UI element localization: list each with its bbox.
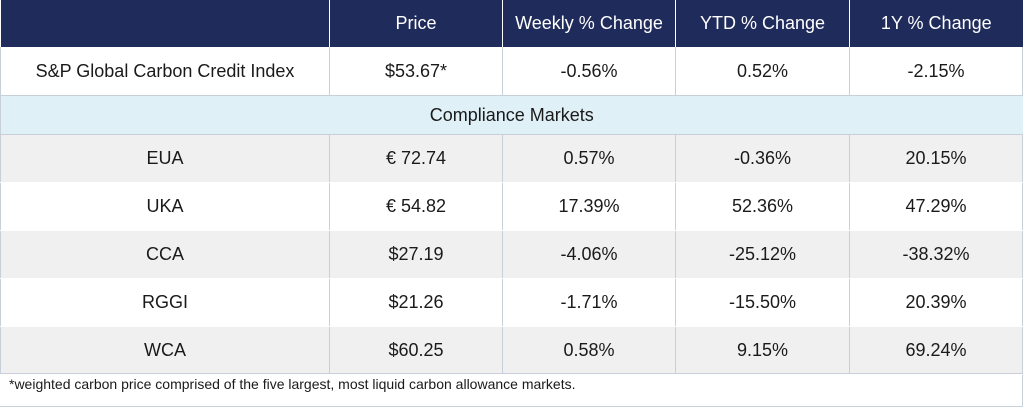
- market-price-cell: $21.26: [329, 278, 503, 327]
- index-price-cell: $53.67*: [329, 47, 503, 96]
- footnote-divider: [0, 373, 1023, 374]
- header-blank-cell: [0, 0, 330, 47]
- footnote: *weighted carbon price comprised of the …: [9, 376, 576, 392]
- market-1y-cell: 47.29%: [849, 182, 1023, 231]
- index-ytd-cell: 0.52%: [675, 47, 850, 96]
- market-1y-cell: 20.39%: [849, 278, 1023, 327]
- market-price-cell: $27.19: [329, 230, 503, 279]
- market-name-cell: CCA: [0, 230, 330, 279]
- header-1y-change: 1Y % Change: [849, 0, 1023, 47]
- market-name-cell: WCA: [0, 326, 330, 375]
- index-weekly-cell: -0.56%: [502, 47, 676, 96]
- market-price-cell: $60.25: [329, 326, 503, 375]
- market-ytd-cell: -15.50%: [675, 278, 850, 327]
- table-row: WCA $60.25 0.58% 9.15% 69.24%: [0, 326, 1023, 375]
- header-ytd-change: YTD % Change: [675, 0, 850, 47]
- market-name-cell: RGGI: [0, 278, 330, 327]
- index-row: S&P Global Carbon Credit Index $53.67* -…: [0, 47, 1023, 96]
- market-1y-cell: 20.15%: [849, 134, 1023, 183]
- table-row: EUA € 72.74 0.57% -0.36% 20.15%: [0, 134, 1023, 183]
- market-price-cell: € 54.82: [329, 182, 503, 231]
- table-row: UKA € 54.82 17.39% 52.36% 47.29%: [0, 182, 1023, 231]
- market-weekly-cell: 0.57%: [502, 134, 676, 183]
- header-weekly-change: Weekly % Change: [502, 0, 676, 47]
- market-ytd-cell: 9.15%: [675, 326, 850, 375]
- table-row: CCA $27.19 -4.06% -25.12% -38.32%: [0, 230, 1023, 279]
- market-name-cell: UKA: [0, 182, 330, 231]
- market-ytd-cell: 52.36%: [675, 182, 850, 231]
- market-weekly-cell: 17.39%: [502, 182, 676, 231]
- section-row: Compliance Markets: [0, 95, 1023, 135]
- header-price: Price: [329, 0, 503, 47]
- market-ytd-cell: -25.12%: [675, 230, 850, 279]
- market-name-cell: EUA: [0, 134, 330, 183]
- market-1y-cell: -38.32%: [849, 230, 1023, 279]
- carbon-price-table: Price Weekly % Change YTD % Change 1Y % …: [0, 0, 1023, 375]
- market-ytd-cell: -0.36%: [675, 134, 850, 183]
- index-1y-cell: -2.15%: [849, 47, 1023, 96]
- market-price-cell: € 72.74: [329, 134, 503, 183]
- table-row: RGGI $21.26 -1.71% -15.50% 20.39%: [0, 278, 1023, 327]
- table-body: S&P Global Carbon Credit Index $53.67* -…: [0, 47, 1023, 375]
- header-row: Price Weekly % Change YTD % Change 1Y % …: [0, 0, 1023, 47]
- table-header: Price Weekly % Change YTD % Change 1Y % …: [0, 0, 1023, 47]
- market-weekly-cell: -4.06%: [502, 230, 676, 279]
- index-name-cell: S&P Global Carbon Credit Index: [0, 47, 330, 96]
- market-weekly-cell: 0.58%: [502, 326, 676, 375]
- market-1y-cell: 69.24%: [849, 326, 1023, 375]
- market-weekly-cell: -1.71%: [502, 278, 676, 327]
- section-title: Compliance Markets: [0, 95, 1023, 135]
